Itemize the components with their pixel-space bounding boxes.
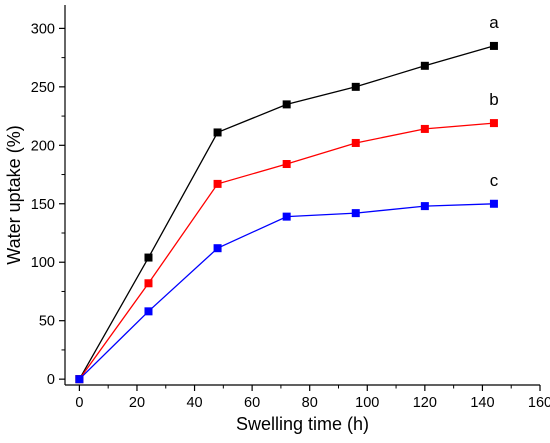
x-tick-label: 60 xyxy=(244,395,260,411)
series-labels: a b c xyxy=(489,13,499,190)
axes: 0 20 40 60 80 100 120 140 160 0 50 100 150 200 250 300 xyxy=(31,5,550,411)
x-tick-label: 0 xyxy=(75,395,83,411)
data-point-b xyxy=(213,179,222,188)
data-point-c xyxy=(282,212,291,221)
y-tick-label: 300 xyxy=(31,21,55,37)
series-lines xyxy=(78,45,495,380)
data-point-c xyxy=(144,307,153,316)
y-axis-title: Water uptake (%) xyxy=(4,125,24,264)
data-point-c xyxy=(351,209,360,218)
x-tick-label: 40 xyxy=(186,395,202,411)
data-point-a xyxy=(420,61,429,70)
x-tick-label: 140 xyxy=(470,395,494,411)
x-tick-label: 120 xyxy=(413,395,437,411)
data-point-b xyxy=(282,160,291,169)
data-point-c xyxy=(420,202,429,211)
x-axis-title: Swelling time (h) xyxy=(236,414,369,434)
y-tick-label: 250 xyxy=(31,80,55,96)
data-point-a xyxy=(213,128,222,137)
series-label-b: b xyxy=(489,90,498,109)
y-tick-label: 100 xyxy=(31,255,55,271)
data-point-b xyxy=(351,138,360,147)
data-point-c xyxy=(489,199,498,208)
y-tick-label: 50 xyxy=(39,314,55,330)
data-point-a xyxy=(282,100,291,109)
data-point-b xyxy=(489,119,498,128)
data-point-b xyxy=(144,279,153,288)
data-point-c xyxy=(213,244,222,253)
series-label-c: c xyxy=(490,171,499,190)
x-tick-label: 160 xyxy=(528,395,550,411)
data-point-b xyxy=(420,124,429,133)
x-tick-label: 20 xyxy=(129,395,145,411)
y-tick-label: 0 xyxy=(47,372,55,388)
x-tick-label: 100 xyxy=(355,395,379,411)
y-tick-label: 200 xyxy=(31,138,55,154)
y-tick-label: 150 xyxy=(31,197,55,213)
x-tick-label: 80 xyxy=(302,395,318,411)
series-line-c xyxy=(78,203,494,380)
data-point-a xyxy=(351,82,360,91)
data-point-c xyxy=(75,375,84,384)
data-point-a xyxy=(144,253,153,262)
series-label-a: a xyxy=(489,13,499,32)
data-points xyxy=(75,41,498,384)
data-point-a xyxy=(489,41,498,50)
series-line-a xyxy=(78,45,495,380)
